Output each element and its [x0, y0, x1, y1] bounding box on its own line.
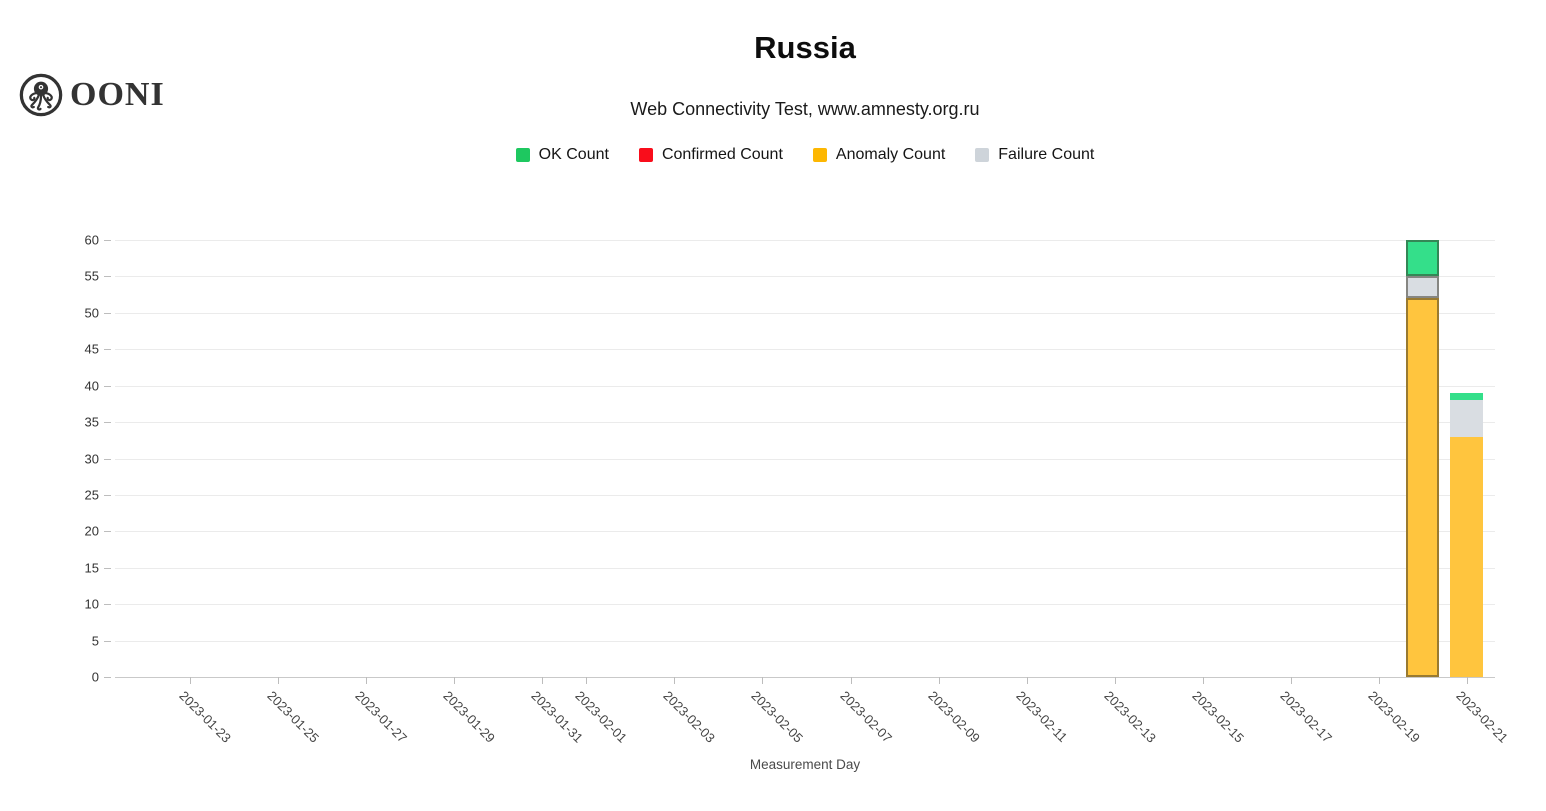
x-axis-label: 2023-02-19	[1365, 688, 1423, 746]
x-axis-label: 2023-02-11	[1013, 688, 1070, 745]
x-axis-label: 2023-01-25	[264, 688, 323, 746]
y-axis-tick	[104, 349, 111, 351]
bar-2023-02-21[interactable]	[1450, 392, 1484, 677]
gridline	[115, 240, 1495, 241]
y-axis-label: 35	[84, 414, 99, 430]
legend-item-anomaly: Anomaly Count	[812, 146, 946, 164]
x-axis-label: 2023-02-07	[836, 688, 895, 746]
gridline	[115, 349, 1495, 351]
chart-title: Russia	[754, 30, 856, 65]
x-axis-tick	[586, 677, 588, 684]
gridline	[115, 567, 1495, 569]
bar-segment-failure[interactable]	[1406, 276, 1440, 299]
y-axis-label: 5	[91, 633, 99, 649]
bar-segment-failure[interactable]	[1450, 400, 1484, 437]
x-axis-tick	[938, 677, 940, 684]
x-axis-tick	[278, 677, 280, 684]
x-axis-label: 2023-02-05	[748, 688, 807, 746]
x-axis-tick	[674, 677, 676, 684]
ooni-logo: OONI	[18, 72, 165, 118]
legend-swatch-icon	[638, 148, 653, 162]
y-axis-tick	[104, 312, 111, 314]
legend-swatch-icon	[975, 148, 990, 162]
gridline	[115, 531, 1495, 533]
x-axis-tick	[1466, 677, 1468, 684]
x-axis-tick	[762, 677, 764, 684]
y-axis-label: 20	[84, 523, 99, 539]
x-axis-tick	[542, 677, 544, 684]
legend-item-failure: Failure Count	[975, 146, 1094, 164]
x-axis-label: 2023-02-09	[924, 688, 983, 746]
gridline	[115, 604, 1495, 606]
legend-item-confirmed: Confirmed Count	[638, 146, 783, 164]
bar-segment-ok[interactable]	[1450, 392, 1484, 401]
x-axis-label: 2023-02-13	[1101, 688, 1159, 746]
x-axis-label: 2023-02-21	[1453, 688, 1512, 746]
x-axis-line	[115, 677, 1495, 678]
x-axis-label: 2023-02-15	[1189, 688, 1247, 746]
x-axis-tick	[1290, 677, 1292, 684]
y-axis-label: 30	[84, 451, 99, 466]
x-axis-label: 2023-02-03	[660, 688, 719, 746]
chart-legend: OK Count Confirmed Count Anomaly Count Fail…	[115, 146, 1495, 164]
y-axis-tick	[104, 531, 111, 533]
legend-swatch-icon	[812, 148, 827, 162]
x-axis-label: 2023-01-23	[176, 688, 235, 746]
x-axis-tick	[850, 677, 852, 684]
y-axis-label: 15	[84, 560, 99, 576]
legend-label: Failure Count	[998, 146, 1095, 163]
gridline	[115, 640, 1495, 642]
x-axis-title: Measurement Day	[749, 757, 861, 772]
y-axis-tick	[104, 385, 111, 387]
legend-item-ok: OK Count	[515, 146, 609, 164]
y-axis-tick	[104, 458, 111, 460]
bar-segment-anomaly[interactable]	[1450, 436, 1484, 677]
ooni-wordmark: OONI	[70, 76, 165, 113]
y-axis-tick	[104, 604, 111, 606]
chart-subtitle: Web Connectivity Test, www.amnesty.org.r…	[630, 99, 980, 119]
x-axis-tick	[190, 677, 191, 684]
bar-segment-ok[interactable]	[1406, 240, 1440, 277]
gridline	[115, 276, 1495, 278]
y-axis-label: 25	[84, 487, 99, 503]
y-axis-label: 0	[91, 669, 99, 685]
y-axis-tick	[104, 677, 111, 678]
x-axis-tick	[1026, 677, 1028, 684]
ooni-octopus-icon	[19, 73, 63, 117]
x-axis-label: 2023-02-17	[1277, 688, 1335, 746]
y-axis-label: 40	[84, 378, 99, 394]
y-axis-tick	[104, 494, 111, 496]
x-axis-tick	[366, 677, 368, 684]
y-axis-label: 55	[84, 268, 99, 284]
legend-label: Anomaly Count	[835, 146, 946, 163]
plot-area: 0 5 10 15 20 25 30 35 40 45 50 55 60 2023-01-23 2023-0…	[85, 233, 1511, 746]
legend-swatch-icon	[515, 148, 530, 162]
legend-label: Confirmed Count	[661, 146, 783, 163]
x-axis-tick	[1114, 677, 1116, 684]
gridline	[115, 458, 1495, 460]
x-axis-label: 2023-01-29	[440, 688, 499, 746]
bar-2023-02-20[interactable]	[1406, 240, 1440, 677]
x-axis-tick	[454, 677, 456, 684]
y-axis-tick	[104, 240, 111, 241]
gridline	[115, 494, 1495, 496]
y-axis-label: 50	[84, 305, 99, 321]
gridline	[115, 422, 1495, 424]
x-axis-label: 2023-01-27	[352, 688, 411, 746]
gridline	[115, 312, 1495, 314]
y-axis-label: 45	[84, 341, 99, 357]
y-axis-tick	[104, 640, 111, 642]
y-axis-tick	[104, 567, 111, 569]
x-axis-tick	[1378, 677, 1380, 684]
legend-label: OK Count	[538, 146, 609, 163]
gridline	[115, 385, 1495, 387]
y-axis-label: 10	[84, 596, 99, 612]
y-axis-tick	[104, 422, 111, 424]
y-axis-tick	[104, 276, 111, 278]
y-axis-label: 60	[84, 232, 99, 248]
x-axis-tick	[1202, 677, 1204, 684]
bar-segment-anomaly[interactable]	[1406, 298, 1440, 677]
